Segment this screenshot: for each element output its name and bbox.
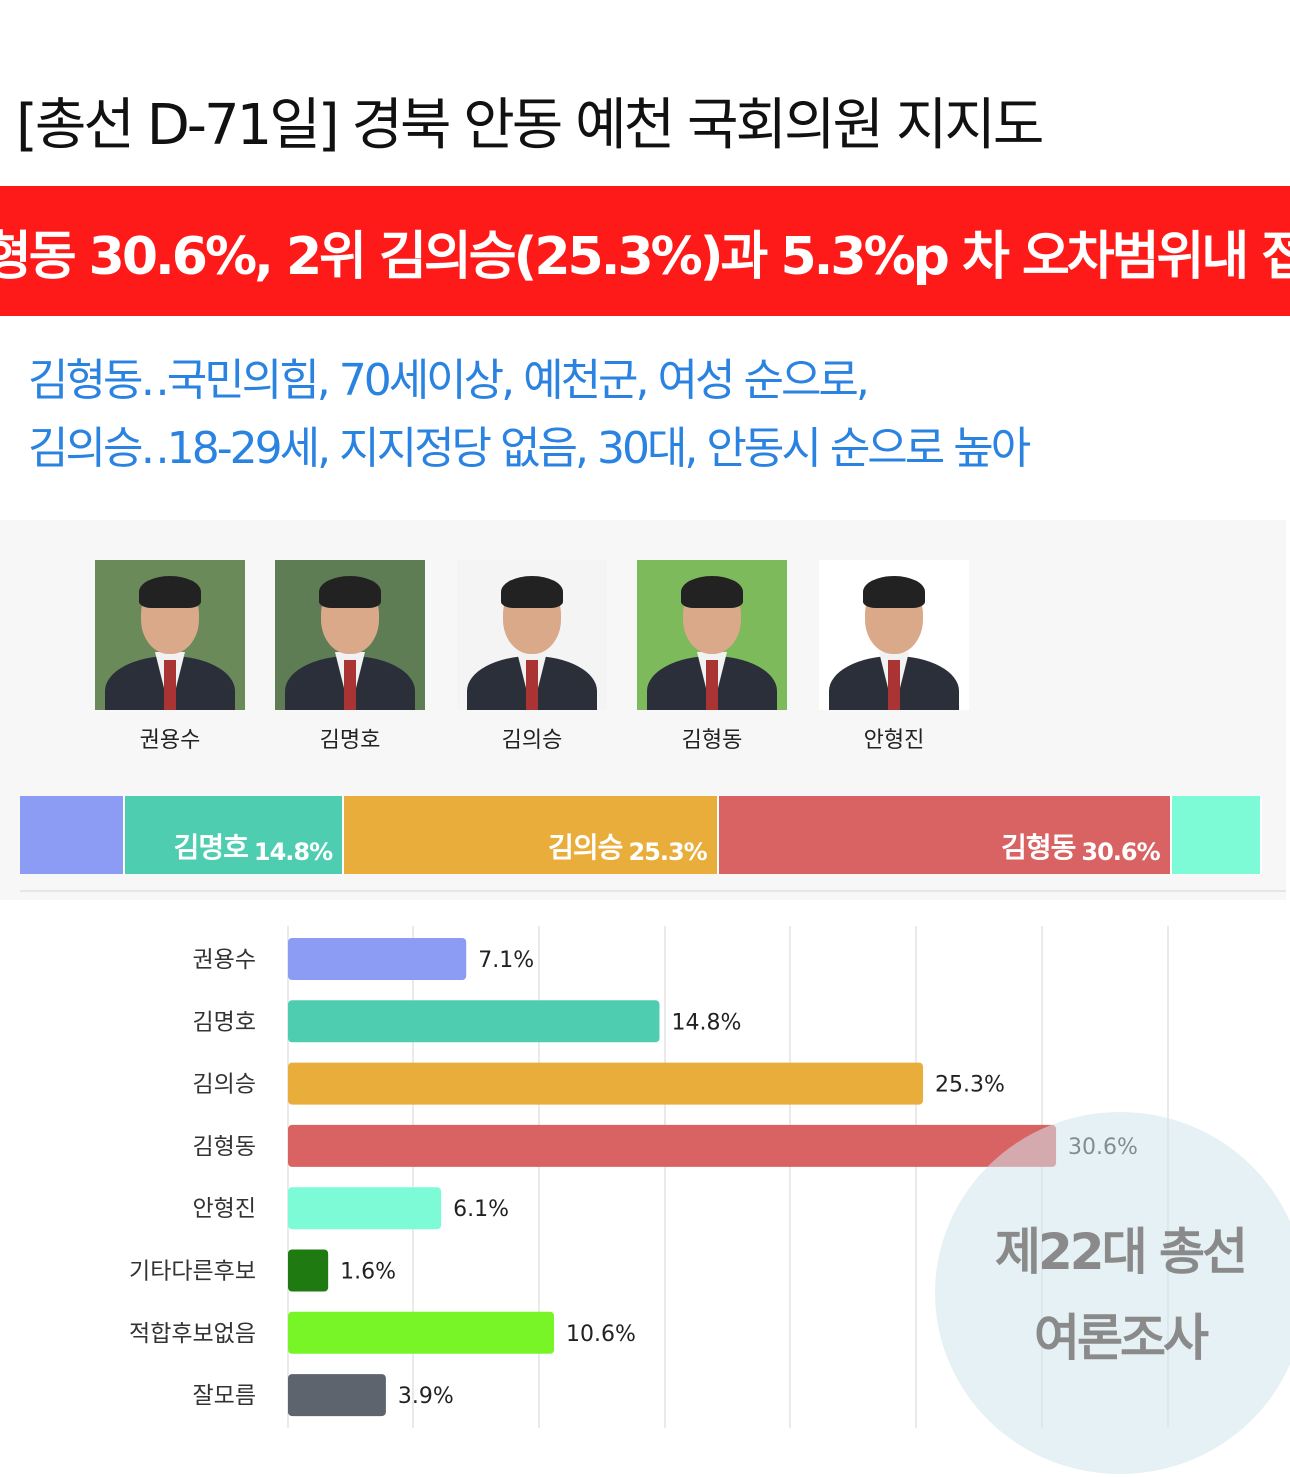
stack-segment: 김의승 25.3% <box>344 796 719 874</box>
bar <box>288 938 467 980</box>
bar <box>288 1187 442 1230</box>
candidate-card: 권용수 <box>95 560 245 754</box>
bar <box>288 1374 386 1417</box>
candidate-name: 권용수 <box>139 728 201 753</box>
portrait-tie <box>526 660 538 710</box>
value-label: 7.1% <box>478 948 534 973</box>
stack-segment <box>1171 796 1262 874</box>
candidate-card: 김명호 <box>275 560 425 754</box>
portrait-hair <box>139 576 201 608</box>
portrait-tie <box>164 660 176 710</box>
candidate-card: 김의승 <box>457 560 607 754</box>
portrait-hair <box>863 576 925 608</box>
candidate-name: 김의승 <box>501 728 563 753</box>
bar <box>288 1000 660 1043</box>
category-label: 김의승 <box>193 1072 256 1098</box>
portrait-hair <box>501 576 563 608</box>
portrait-hair <box>319 576 381 608</box>
banner-text: 김형동 30.6%, 2위 김의승(25.3%)과 5.3%p 차 오차범위내 … <box>0 226 1290 287</box>
headline-banner: 김형동 30.6%, 2위 김의승(25.3%)과 5.3%p 차 오차범위내 … <box>0 186 1290 316</box>
value-label: 3.9% <box>398 1384 454 1409</box>
bar <box>288 1249 329 1292</box>
stack-segment-value: 30.6% <box>1081 838 1160 866</box>
candidate-card: 안형진 <box>819 560 969 754</box>
category-label: 기타다른후보 <box>129 1259 256 1285</box>
category-label: 김명호 <box>193 1009 256 1035</box>
stacked-share-bar: 김명호 14.8% 김의승 25.3% 김형동 30.6% <box>20 796 1262 874</box>
category-label: 적합후보없음 <box>129 1321 256 1347</box>
stack-segment: 김형동 30.6% <box>718 796 1172 874</box>
stack-segment: 김명호 14.8% <box>125 796 345 874</box>
candidate-name: 김명호 <box>319 728 381 753</box>
portrait-tie <box>344 660 356 710</box>
portrait-hair <box>681 576 743 608</box>
survey-watermark <box>935 1112 1290 1474</box>
candidate-card: 김형동 <box>637 560 787 754</box>
stack-segment-label: 김의승 <box>548 831 623 864</box>
bar <box>288 1124 1057 1167</box>
bar <box>288 1311 555 1354</box>
value-label: 6.1% <box>453 1197 509 1222</box>
candidate-photo <box>637 560 787 710</box>
category-label: 권용수 <box>193 947 256 973</box>
bar <box>288 1062 924 1105</box>
category-label: 김형동 <box>193 1134 256 1160</box>
category-label: 안형진 <box>193 1196 256 1222</box>
portrait-tie <box>706 660 718 710</box>
headline: [총선 D-71일] 경북 안동 예천 국회의원 지지도 <box>16 93 1044 158</box>
stack-segment-label: 김명호 <box>173 831 249 864</box>
portrait-tie <box>888 660 900 710</box>
value-label: 1.6% <box>340 1260 396 1285</box>
candidate-name: 김형동 <box>681 728 743 753</box>
candidate-name: 안형진 <box>863 728 925 753</box>
stack-segment-label: 김형동 <box>1001 831 1076 864</box>
candidate-photo <box>819 560 969 710</box>
subtitle-line-1: 김형동‥국민의힘, 70세이상, 예천군, 여성 순으로, <box>28 355 870 406</box>
watermark-line-1: 제22대 총선 <box>995 1223 1248 1281</box>
divider <box>20 890 1286 892</box>
value-label: 25.3% <box>935 1073 1005 1098</box>
candidate-photo <box>95 560 245 710</box>
stack-segment-value: 14.8% <box>253 838 333 866</box>
value-label: 10.6% <box>566 1322 636 1347</box>
watermark-line-2: 여론조사 <box>1034 1309 1209 1367</box>
stack-segment <box>20 796 126 874</box>
value-label: 14.8% <box>671 1010 741 1035</box>
candidate-photo <box>457 560 607 710</box>
stack-segment-value: 25.3% <box>628 838 707 866</box>
subtitle-line-2: 김의승‥18-29세, 지지정당 없음, 30대, 안동시 순으로 높아 <box>28 423 1031 474</box>
category-label: 잘모름 <box>193 1383 256 1409</box>
candidate-photo <box>275 560 425 710</box>
